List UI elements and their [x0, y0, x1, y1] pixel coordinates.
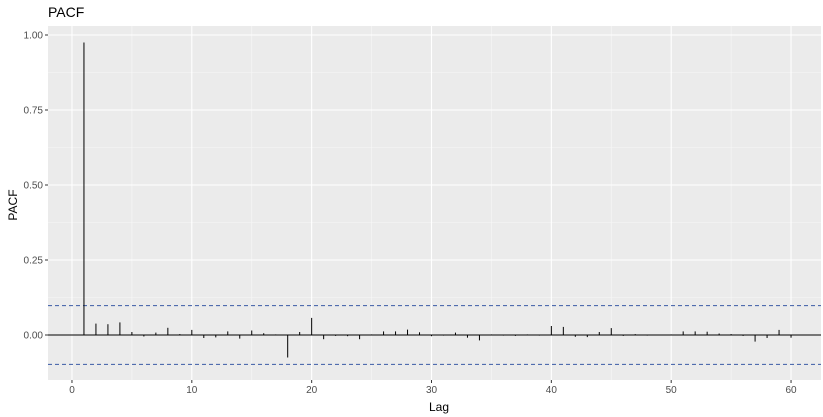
y-tick-label: 1.00: [24, 31, 44, 42]
confidence-bounds: [48, 305, 821, 365]
x-tick-label: 0: [69, 385, 75, 396]
pacf-bars: [83, 42, 792, 358]
y-tick-label: 0.25: [24, 256, 44, 267]
x-tick-label: 60: [785, 385, 797, 396]
y-tick-label: 0.75: [24, 106, 44, 117]
x-tick-label: 40: [546, 385, 558, 396]
x-axis: 0 10 20 30 40 50 60: [69, 380, 797, 396]
x-tick-label: 30: [426, 385, 438, 396]
chart-title: PACF: [48, 4, 84, 20]
x-axis-title: Lag: [429, 400, 449, 414]
minor-gridlines: [48, 26, 821, 380]
x-tick-label: 10: [186, 385, 198, 396]
y-tick-label: 0.50: [24, 181, 44, 192]
y-axis: 0.00 0.25 0.50 0.75 1.00: [24, 31, 48, 342]
y-axis-title: PACF: [6, 189, 20, 220]
plot-panel: [48, 26, 821, 380]
x-tick-label: 50: [666, 385, 678, 396]
x-tick-label: 20: [306, 385, 318, 396]
y-tick-label: 0.00: [24, 331, 44, 342]
